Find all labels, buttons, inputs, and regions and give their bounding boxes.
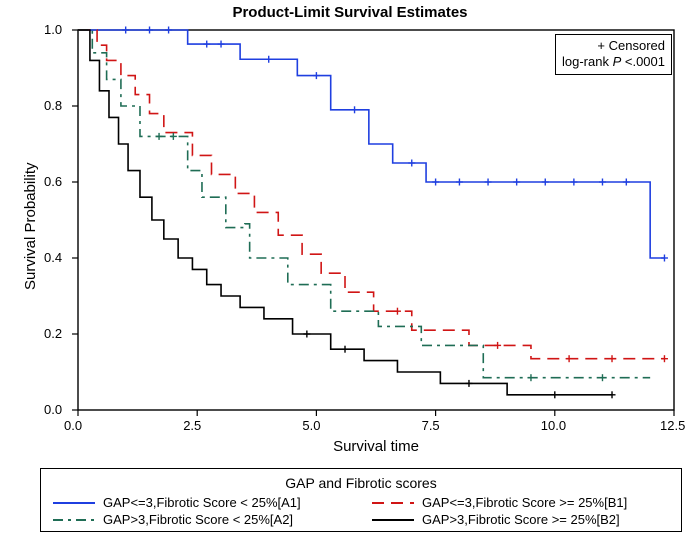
y-tick-label: 0.4 [44, 250, 62, 265]
x-tick-label: 7.5 [422, 418, 440, 433]
legend-label: GAP<=3,Fibrotic Score >= 25%[B1] [422, 495, 627, 510]
y-tick-label: 0.8 [44, 98, 62, 113]
km-chart: Product-Limit Survival Estimates Surviva… [0, 0, 700, 538]
legend-box: GAP and Fibrotic scores GAP<=3,Fibrotic … [40, 468, 682, 532]
legend-label: GAP>3,Fibrotic Score < 25%[A2] [103, 512, 293, 527]
y-axis-label: Survival Probability [22, 162, 39, 290]
annotation-censored-line: + Censored [562, 38, 665, 54]
legend-swatch-a1 [51, 496, 97, 510]
x-tick-label: 2.5 [183, 418, 201, 433]
x-tick-label: 0.0 [64, 418, 82, 433]
y-tick-label: 1.0 [44, 22, 62, 37]
annotation-box: + Censored log-rank P <.0001 [555, 34, 672, 75]
legend-swatch-a2 [51, 513, 97, 527]
x-tick-label: 10.0 [541, 418, 566, 433]
legend-grid: GAP<=3,Fibrotic Score < 25%[A1] GAP<=3,F… [51, 495, 671, 527]
x-tick-label: 5.0 [302, 418, 320, 433]
legend-label: GAP<=3,Fibrotic Score < 25%[A1] [103, 495, 301, 510]
legend-title: GAP and Fibrotic scores [51, 475, 671, 491]
plus-icon: + [597, 38, 608, 53]
y-tick-label: 0.0 [44, 402, 62, 417]
legend-item-a1: GAP<=3,Fibrotic Score < 25%[A1] [51, 495, 352, 510]
legend-item-b2: GAP>3,Fibrotic Score >= 25%[B2] [370, 512, 671, 527]
legend-label: GAP>3,Fibrotic Score >= 25%[B2] [422, 512, 620, 527]
legend-swatch-b2 [370, 513, 416, 527]
x-axis-label: Survival time [78, 438, 674, 455]
annotation-pvalue-line: log-rank P <.0001 [562, 54, 665, 70]
legend-item-a2: GAP>3,Fibrotic Score < 25%[A2] [51, 512, 352, 527]
y-tick-label: 0.2 [44, 326, 62, 341]
y-tick-label: 0.6 [44, 174, 62, 189]
legend-item-b1: GAP<=3,Fibrotic Score >= 25%[B1] [370, 495, 671, 510]
x-tick-label: 12.5 [660, 418, 685, 433]
legend-swatch-b1 [370, 496, 416, 510]
